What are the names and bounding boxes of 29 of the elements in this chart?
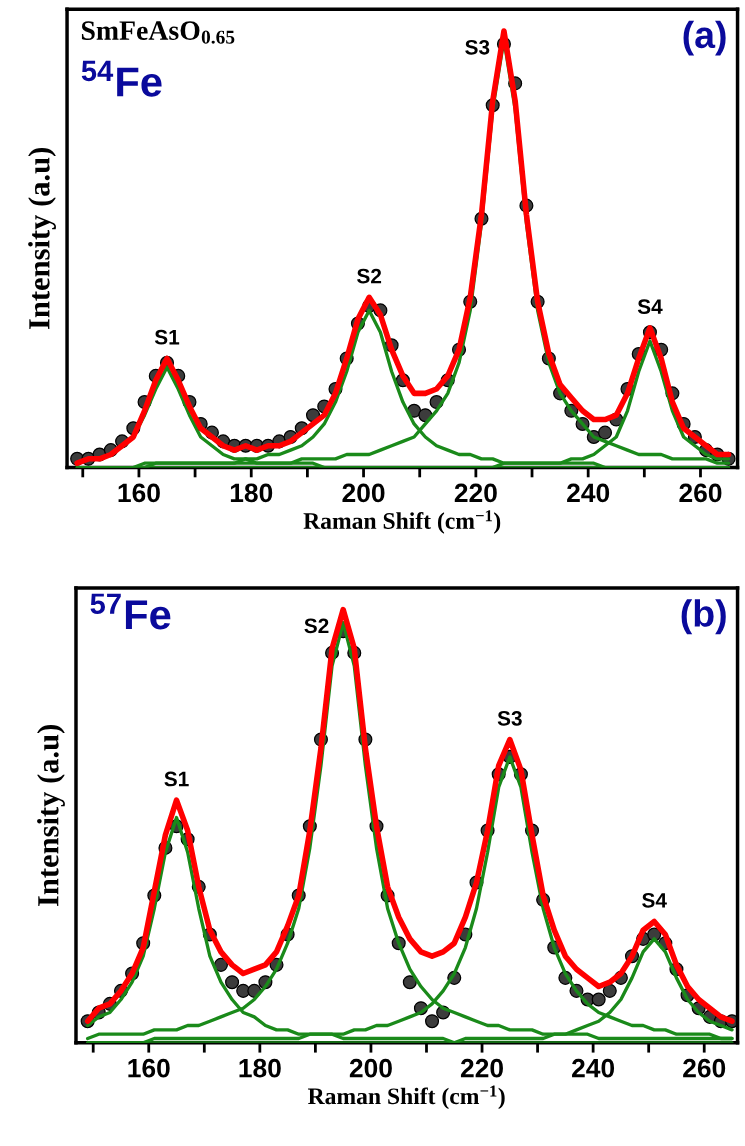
x-axis-title: Raman Shift (cm$^{−1}$) xyxy=(303,510,501,534)
x-tick-label: 200 xyxy=(349,1058,392,1078)
annotation: S2 xyxy=(304,618,329,634)
x-tick-label: 260 xyxy=(679,483,722,503)
x-tick-label: 160 xyxy=(128,1058,170,1078)
x-tick-label: 240 xyxy=(572,1058,615,1078)
annotation: S4 xyxy=(637,299,663,315)
x-tick-label: 160 xyxy=(118,483,160,503)
y-axis-title: Intensity (a.u) xyxy=(37,725,65,907)
y-axis-title: Intensity (a.u) xyxy=(28,148,56,330)
annotation: S3 xyxy=(465,39,490,55)
annotation: (a) xyxy=(683,20,726,56)
annotation: (b) xyxy=(681,599,726,635)
annotation: SmFeAsO$_{0.65}$ xyxy=(81,21,235,44)
x-tick-label: 180 xyxy=(230,483,273,503)
annotation: S3 xyxy=(497,710,522,726)
x-axis-title: Raman Shift (cm$^{−1}$) xyxy=(308,1085,505,1110)
annotation: S1 xyxy=(154,329,180,345)
annotation: $^{54}$Fe xyxy=(81,60,162,97)
x-tick-label: 180 xyxy=(239,1058,281,1078)
annotation: S4 xyxy=(642,892,667,908)
x-tick-label: 220 xyxy=(454,483,497,503)
annotation: S1 xyxy=(164,771,189,787)
x-tick-label: 260 xyxy=(683,1058,726,1078)
x-tick-label: 220 xyxy=(460,1058,503,1078)
annotation: S2 xyxy=(357,268,382,284)
x-tick-label: 240 xyxy=(567,483,610,503)
x-tick-label: 200 xyxy=(342,483,385,503)
annotation: $^{57}$Fe xyxy=(90,593,171,630)
